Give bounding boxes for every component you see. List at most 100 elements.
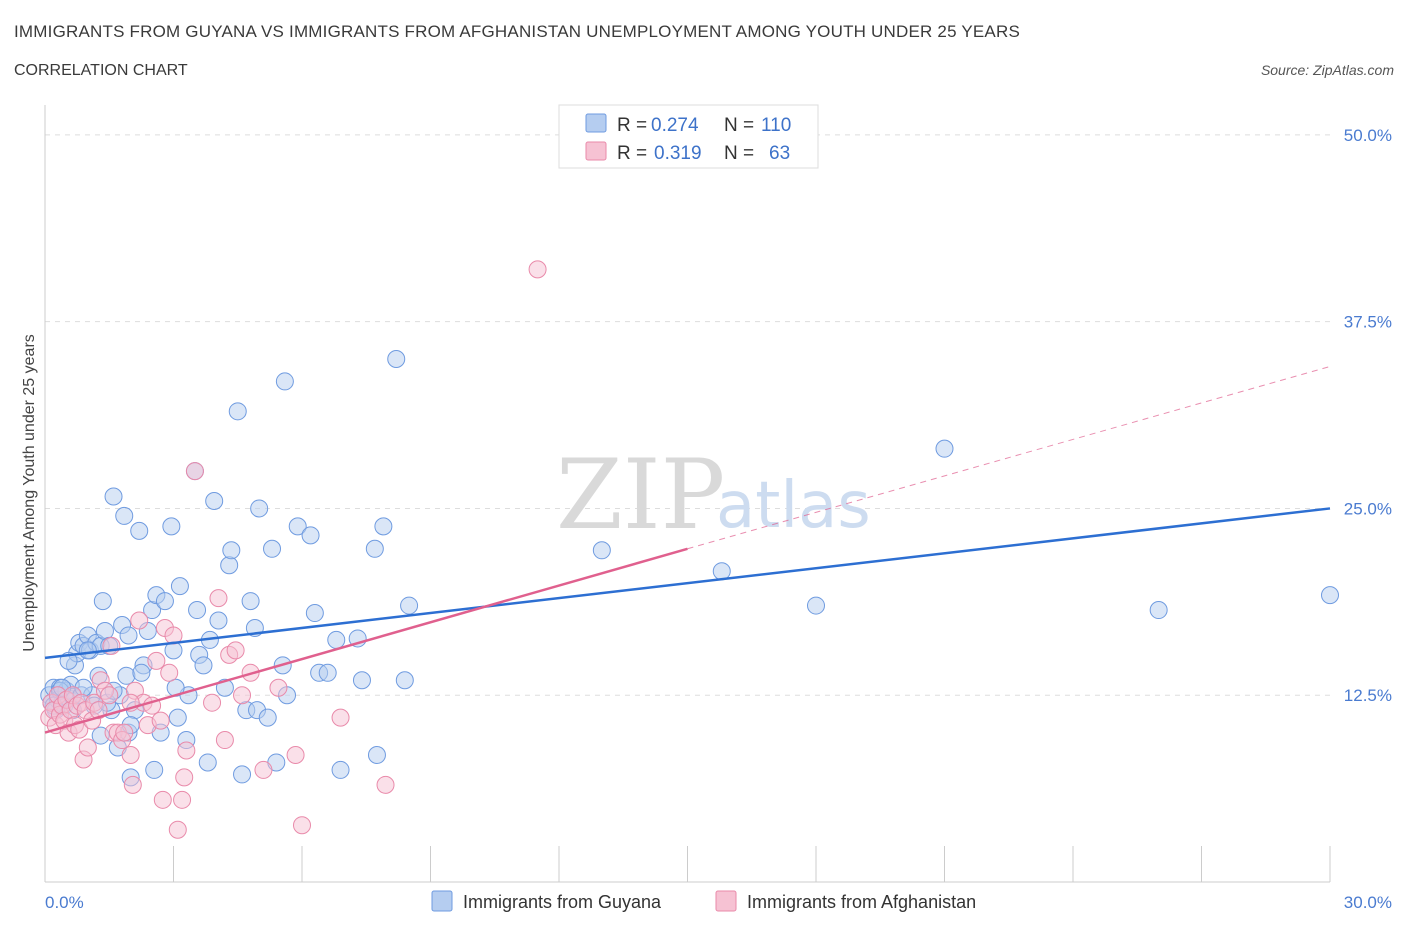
guyana-point xyxy=(170,577,189,596)
guyana-point xyxy=(117,666,136,685)
guyana-trend-line xyxy=(44,507,1331,660)
afghanistan-point xyxy=(254,760,273,779)
legend-r-value: 0.274 xyxy=(651,115,699,136)
legend-r-value: 0.319 xyxy=(654,143,702,164)
afghanistan-point xyxy=(89,701,108,720)
y-tick-label: 25.0% xyxy=(1344,499,1392,518)
afghanistan-point xyxy=(173,790,192,809)
legend-r-label: R = xyxy=(617,115,647,136)
guyana-point xyxy=(318,663,337,682)
y-tick-label: 37.5% xyxy=(1344,313,1392,332)
guyana-point xyxy=(93,592,112,611)
guyana-point xyxy=(374,517,393,536)
guyana-point xyxy=(115,506,134,525)
y-tick-label: 12.5% xyxy=(1344,686,1392,705)
guyana-point xyxy=(400,596,419,615)
guyana-point xyxy=(104,487,123,506)
afghanistan-point xyxy=(115,723,134,742)
afghanistan-point xyxy=(78,738,97,757)
afghanistan-trend-line xyxy=(44,547,688,734)
guyana-point xyxy=(365,539,384,558)
guyana-point xyxy=(162,517,181,536)
trend-lines xyxy=(44,366,1331,734)
guyana-point xyxy=(168,708,187,727)
watermark: ZIP atlas xyxy=(556,439,871,551)
guyana-point xyxy=(258,708,277,727)
legend-n-value: 110 xyxy=(761,115,791,136)
guyana-point xyxy=(250,499,269,518)
x-tick-labels: 0.0% 30.0% xyxy=(45,893,1392,912)
afghanistan-point xyxy=(209,589,228,608)
afghanistan-point xyxy=(177,741,196,760)
chart-title: IMMIGRANTS FROM GUYANA VS IMMIGRANTS FRO… xyxy=(14,22,1020,41)
guyana-point xyxy=(935,439,954,458)
guyana-point xyxy=(228,402,247,421)
guyana-point xyxy=(592,541,611,560)
y-tick-labels: 12.5% 25.0% 37.5% 50.0% xyxy=(1344,126,1392,705)
guyana-point xyxy=(263,539,282,558)
legend-n-label: N = xyxy=(724,115,754,136)
afghanistan-point xyxy=(203,693,222,712)
afghanistan-point xyxy=(153,790,172,809)
guyana-point xyxy=(194,656,213,675)
afghanistan-point xyxy=(123,775,142,794)
afghanistan-point xyxy=(215,731,234,750)
legend-swatch-afghanistan xyxy=(715,890,737,912)
guyana-point xyxy=(205,491,224,510)
guyana-point xyxy=(145,760,164,779)
guyana-point xyxy=(367,745,386,764)
legend-n-value: 63 xyxy=(769,143,790,164)
guyana-point xyxy=(352,671,371,690)
afghanistan-point xyxy=(269,678,288,697)
guyana-point xyxy=(1149,601,1168,620)
series-legend: Immigrants from Guyana Immigrants from A… xyxy=(431,890,976,912)
afghanistan-point xyxy=(130,611,149,630)
chart-subtitle: CORRELATION CHART xyxy=(14,62,188,79)
guyana-point xyxy=(395,671,414,690)
guyana-point xyxy=(222,541,241,560)
legend-swatch-afghanistan xyxy=(585,141,607,161)
guyana-point xyxy=(301,526,320,545)
guyana-point xyxy=(241,592,260,611)
chart-source: Source: ZipAtlas.com xyxy=(1260,62,1394,78)
legend-n-label: N = xyxy=(724,143,754,164)
guyana-point xyxy=(387,350,406,369)
guyana-point xyxy=(198,753,217,772)
guyana-point xyxy=(209,611,228,630)
watermark-zip: ZIP xyxy=(556,439,725,551)
correlation-legend: R = 0.274 N = 110 R = 0.319 N = 63 xyxy=(558,104,819,169)
afghanistan-point xyxy=(226,641,245,660)
guyana-point xyxy=(130,521,149,540)
y-tick-label: 50.0% xyxy=(1344,126,1392,145)
afghanistan-point xyxy=(100,686,119,705)
x-tick-label: 0.0% xyxy=(45,893,84,912)
guyana-point xyxy=(807,596,825,615)
afghanistan-point xyxy=(528,260,547,279)
axes xyxy=(44,105,1331,883)
afghanistan-point xyxy=(160,663,179,682)
afghanistan-point xyxy=(185,462,204,481)
afghanistan-point xyxy=(70,720,89,739)
afghanistan-point xyxy=(331,708,350,727)
guyana-point xyxy=(305,604,324,623)
guyana-point xyxy=(155,592,174,611)
legend-r-label: R = xyxy=(617,143,647,164)
legend-swatch-guyana xyxy=(431,890,453,912)
guyana-point xyxy=(233,765,252,784)
series-guyana xyxy=(40,350,1339,787)
watermark-atlas: atlas xyxy=(716,469,871,543)
legend-swatch-guyana xyxy=(585,113,607,133)
afghanistan-point xyxy=(168,820,187,839)
guyana-point xyxy=(132,663,151,682)
afghanistan-point xyxy=(151,711,170,730)
guyana-point xyxy=(712,562,731,581)
guyana-point xyxy=(220,556,239,575)
legend-label-guyana: Immigrants from Guyana xyxy=(463,892,662,912)
afghanistan-point xyxy=(233,686,252,705)
series-afghanistan xyxy=(40,260,547,839)
guyana-point xyxy=(78,641,97,660)
guyana-point xyxy=(188,601,207,620)
afghanistan-point xyxy=(147,651,166,670)
y-axis-label: Unemployment Among Youth under 25 years xyxy=(21,334,38,652)
